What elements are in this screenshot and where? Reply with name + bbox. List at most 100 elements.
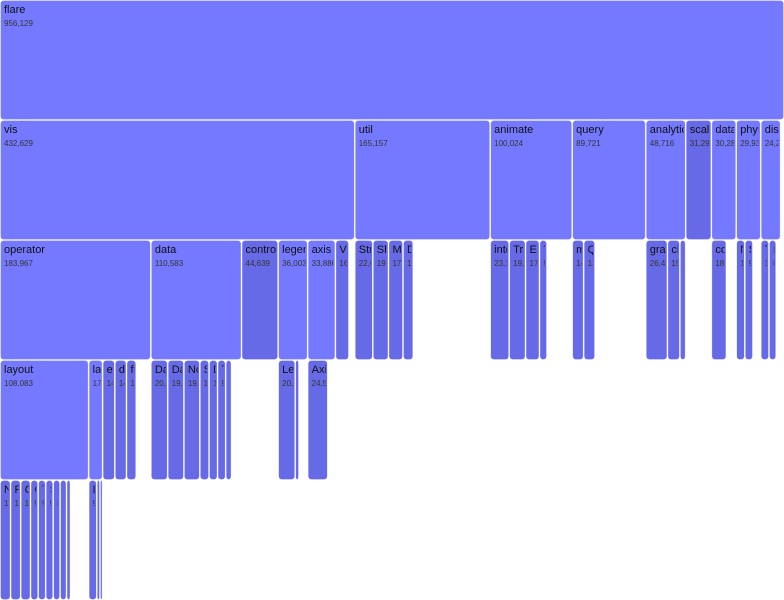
node-name: graph: [650, 244, 678, 256]
node-name: data: [155, 244, 177, 256]
node-name: animate: [494, 124, 533, 136]
node-labels: Legend 20,859: [282, 364, 319, 388]
node-value: 10,349: [213, 379, 238, 388]
node-cell: [509, 240, 526, 360]
node-labels: filter 11,893: [130, 364, 154, 388]
node-name: interpolate: [494, 244, 545, 256]
node-cell: [745, 240, 753, 360]
node-value: 8,833: [773, 259, 784, 268]
node-value: 44,639: [246, 259, 271, 268]
node-cell: [102, 360, 115, 480]
node-labels: Data 20,544: [155, 364, 180, 388]
node-value: 9,121: [50, 499, 71, 508]
node-name: Maths: [392, 244, 422, 256]
node-name: CircleLayout: [35, 484, 96, 496]
node-labels: Query 13,896: [588, 244, 613, 268]
node-name: RadialLabeler: [101, 484, 169, 496]
node-value: 3,899: [101, 499, 122, 508]
node-value: 9,956: [93, 499, 114, 508]
node-labels: Layout 7,881: [64, 484, 65, 508]
node-cell: [539, 240, 547, 360]
node-name: data: [715, 124, 737, 136]
node-name: Transition: [543, 244, 591, 256]
node-labels: Strings 22,026: [359, 244, 384, 268]
node-labels: cluster 15,207: [671, 244, 677, 268]
node-labels: CircleLayout 9,317: [35, 484, 96, 508]
node-value: 100,024: [494, 139, 523, 148]
node-name: DataSprite: [213, 364, 265, 376]
node-value: 10,066: [765, 259, 784, 268]
node-value: 22,026: [359, 259, 384, 268]
node-name: legend: [282, 244, 315, 256]
node-value: 9,317: [35, 499, 56, 508]
node-name: analytics: [650, 124, 693, 136]
node-value: 13,896: [588, 259, 613, 268]
node-value: 23,154: [494, 259, 519, 268]
node-name: Displays: [407, 244, 449, 256]
node-value: 956,129: [4, 19, 33, 28]
node-name: Tree: [230, 364, 252, 376]
node-cell: [278, 360, 296, 480]
node-name: Legend: [282, 364, 319, 376]
node-value: 432,629: [4, 139, 33, 148]
node-cell: [88, 360, 103, 480]
node-name: Transitioner: [513, 244, 571, 256]
node-value: 12,555: [407, 259, 432, 268]
node-labels: Shapes 19,118: [377, 244, 415, 268]
node-name: display: [765, 124, 784, 136]
node-name: Shapes: [377, 244, 415, 256]
node-labels: DirtySprite 8,833: [773, 244, 784, 268]
node-value: 110,583: [155, 259, 184, 268]
node-cell: [645, 240, 668, 360]
node-labels: CirclePackingLayout 12,003: [25, 484, 29, 508]
node-name: axis: [312, 244, 332, 256]
node-cell: [711, 240, 727, 360]
node-name: NodeLinkTreeLayout: [4, 484, 106, 496]
node-value: 3,202: [104, 499, 125, 508]
node-value: 165,157: [359, 139, 388, 148]
node-value: 108,083: [4, 379, 33, 388]
node-labels: layout 108,083: [4, 364, 33, 388]
node-labels: axis 33,886: [312, 244, 334, 268]
node-value: 20,544: [155, 379, 180, 388]
node-value: 17,705: [392, 259, 417, 268]
node-value: 19,118: [377, 259, 401, 268]
node-value: 48,716: [650, 139, 675, 148]
node-labels: StackedAreaLayout 9,121: [50, 484, 71, 508]
node-labels: data 110,583: [155, 244, 184, 268]
node-labels: converters 18,349: [715, 244, 724, 268]
node-labels: distortion 14,219: [119, 364, 164, 388]
node-cell: [525, 240, 540, 360]
node-value: 11,893: [130, 379, 154, 388]
node-cell: [583, 240, 595, 360]
node-name: NBodyForce: [740, 244, 784, 256]
node-labels: StackedAreaLabeler 3,202: [104, 484, 204, 508]
node-cell: [278, 240, 308, 360]
node-cell: [388, 240, 403, 360]
node-labels: RadialTreeLayout 12,348: [15, 484, 19, 508]
node-name: TreeMapLayout: [42, 484, 119, 496]
node-name: TextSprite: [765, 244, 784, 256]
node-labels: Displays 12,555: [407, 244, 449, 268]
node-value: 9,201: [543, 259, 564, 268]
node-labels: Labeler 9,956: [93, 484, 114, 508]
node-cell: [335, 240, 349, 360]
node-name: distortion: [119, 364, 164, 376]
node-name: Easing: [530, 244, 564, 256]
node-name: ScaleBinding: [204, 364, 268, 376]
node-cell: [100, 480, 103, 600]
node-value: 17,057: [93, 379, 118, 388]
node-value: 9,983: [749, 259, 770, 268]
node-cell: [0, 360, 89, 480]
node-name: Axis: [312, 364, 333, 376]
node-value: 19,975: [513, 259, 538, 268]
node-value: 30,284: [715, 139, 740, 148]
node-cell: [403, 240, 414, 360]
node-name: Visualization: [339, 244, 401, 256]
node-value: 24,254: [765, 139, 784, 148]
node-value: 36,003: [282, 259, 307, 268]
node-cell: [167, 360, 184, 480]
node-name: DirtySprite: [773, 244, 784, 256]
node-value: 19,382: [188, 379, 213, 388]
node-name: query: [576, 124, 604, 136]
